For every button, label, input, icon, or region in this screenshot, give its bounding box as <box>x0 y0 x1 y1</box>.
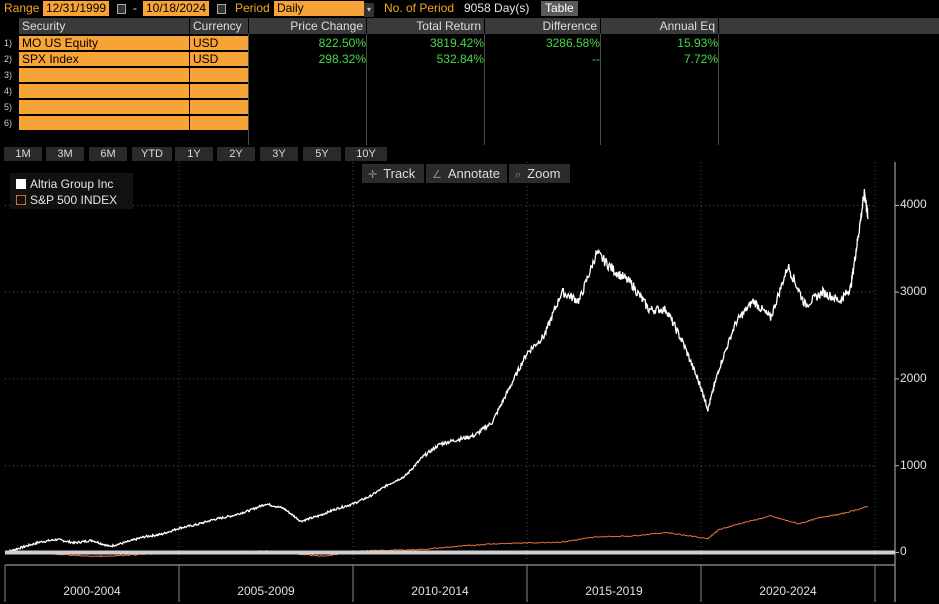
securities-table: Security Currency Price Change Total Ret… <box>0 17 939 145</box>
calendar-icon[interactable] <box>217 3 226 18</box>
difference-cell: 3286.58% <box>545 36 600 50</box>
chart-legend: Altria Group Inc S&P 500 INDEX <box>10 173 133 209</box>
total-return-cell: 3819.42% <box>429 36 484 50</box>
legend-item-spx[interactable]: S&P 500 INDEX <box>16 192 117 208</box>
row-number: 1) <box>4 38 13 48</box>
period-button-ytd[interactable]: YTD <box>132 147 172 161</box>
currency-cell[interactable]: USD <box>190 52 248 66</box>
table-button[interactable]: Table <box>541 1 578 16</box>
annual-eq-cell: 7.72% <box>683 52 718 66</box>
security-cell[interactable]: SPX Index <box>19 52 189 66</box>
y-tick-label: 0 <box>900 544 907 559</box>
period-button-6m[interactable]: 6M <box>89 147 127 161</box>
security-cell[interactable] <box>19 100 189 114</box>
currency-cell[interactable] <box>190 84 248 98</box>
header-total-return[interactable]: Total Return <box>367 18 484 34</box>
header-difference[interactable]: Difference <box>485 18 600 34</box>
legend-label: Altria Group Inc <box>30 177 114 191</box>
x-tick-label: 2020-2024 <box>759 584 817 598</box>
period-button-2y[interactable]: 2Y <box>217 147 255 161</box>
end-date-field[interactable]: 10/18/2024 <box>143 1 210 16</box>
period-button-3m[interactable]: 3M <box>46 147 84 161</box>
x-tick-label: 2010-2014 <box>411 584 469 598</box>
y-tick-label: 2000 <box>900 370 927 385</box>
y-tick-label: 4000 <box>900 197 927 212</box>
track-button[interactable]: ✛ Track <box>362 164 424 183</box>
column-divider <box>248 34 249 145</box>
column-divider <box>600 34 601 145</box>
range-dash: - <box>133 1 137 15</box>
num-periods-label: No. of Period <box>384 1 455 15</box>
currency-cell[interactable] <box>190 116 248 130</box>
header-currency[interactable]: Currency <box>190 18 248 34</box>
column-divider <box>484 34 485 145</box>
row-number: 2) <box>4 54 13 64</box>
total-return-cell: 532.84% <box>436 52 484 66</box>
header-annual-eq[interactable]: Annual Eq <box>601 18 718 34</box>
period-button-5y[interactable]: 5Y <box>303 147 341 161</box>
currency-cell[interactable] <box>190 100 248 114</box>
price-change-cell: 822.50% <box>318 36 366 50</box>
annual-eq-cell: 15.93% <box>677 36 718 50</box>
zoom-button[interactable]: ⌕ Zoom <box>509 164 570 183</box>
y-tick-label: 3000 <box>900 284 927 299</box>
legend-swatch <box>16 195 26 205</box>
num-periods-value: 9058 Day(s) <box>464 1 530 15</box>
legend-label: S&P 500 INDEX <box>30 193 118 207</box>
price-chart[interactable] <box>0 162 939 604</box>
magnifier-icon: ⌕ <box>515 169 522 181</box>
x-tick-label: 2015-2019 <box>585 584 643 598</box>
header-security[interactable]: Security <box>19 18 189 34</box>
security-cell[interactable]: MO US Equity <box>19 36 189 50</box>
legend-item-mo[interactable]: Altria Group Inc <box>16 176 113 192</box>
price-change-cell: 298.32% <box>318 52 366 66</box>
period-button-1y[interactable]: 1Y <box>175 147 213 161</box>
crosshair-icon: ✛ <box>368 169 378 181</box>
period-button-1m[interactable]: 1M <box>4 147 42 161</box>
x-tick-label: 2000-2004 <box>63 584 121 598</box>
period-button-10y[interactable]: 10Y <box>345 147 387 161</box>
security-cell[interactable] <box>19 116 189 130</box>
chevron-down-icon[interactable]: ▾ <box>364 1 374 17</box>
currency-cell[interactable] <box>190 68 248 82</box>
row-number: 5) <box>4 102 13 112</box>
range-label: Range <box>4 1 40 15</box>
calendar-icon[interactable] <box>117 3 126 18</box>
series-line-altria <box>4 188 869 554</box>
column-divider <box>718 34 719 145</box>
top-bar: Range 12/31/1999 - 10/18/2024 Period Dai… <box>0 0 939 17</box>
security-cell[interactable] <box>19 84 189 98</box>
series-line-sp500 <box>4 506 869 558</box>
column-divider <box>366 34 367 145</box>
difference-cell: -- <box>592 52 600 66</box>
header-price-change[interactable]: Price Change <box>249 18 366 34</box>
chart-area[interactable]: Altria Group Inc S&P 500 INDEX ✛ Track ∠ A… <box>0 162 939 604</box>
period-select[interactable]: Daily <box>274 1 364 16</box>
y-tick-label: 1000 <box>900 457 927 472</box>
legend-swatch <box>16 179 26 189</box>
row-number: 4) <box>4 86 13 96</box>
header-blank <box>719 18 939 34</box>
row-number: 3) <box>4 70 13 80</box>
pencil-icon: ∠ <box>432 169 442 181</box>
start-date-field[interactable]: 12/31/1999 <box>43 1 110 16</box>
currency-cell[interactable]: USD <box>190 36 248 50</box>
x-tick-label: 2005-2009 <box>237 584 295 598</box>
period-label: Period <box>235 1 270 15</box>
annotate-button[interactable]: ∠ Annotate <box>426 164 507 183</box>
row-number: 6) <box>4 118 13 128</box>
period-button-3y[interactable]: 3Y <box>260 147 298 161</box>
security-cell[interactable] <box>19 68 189 82</box>
